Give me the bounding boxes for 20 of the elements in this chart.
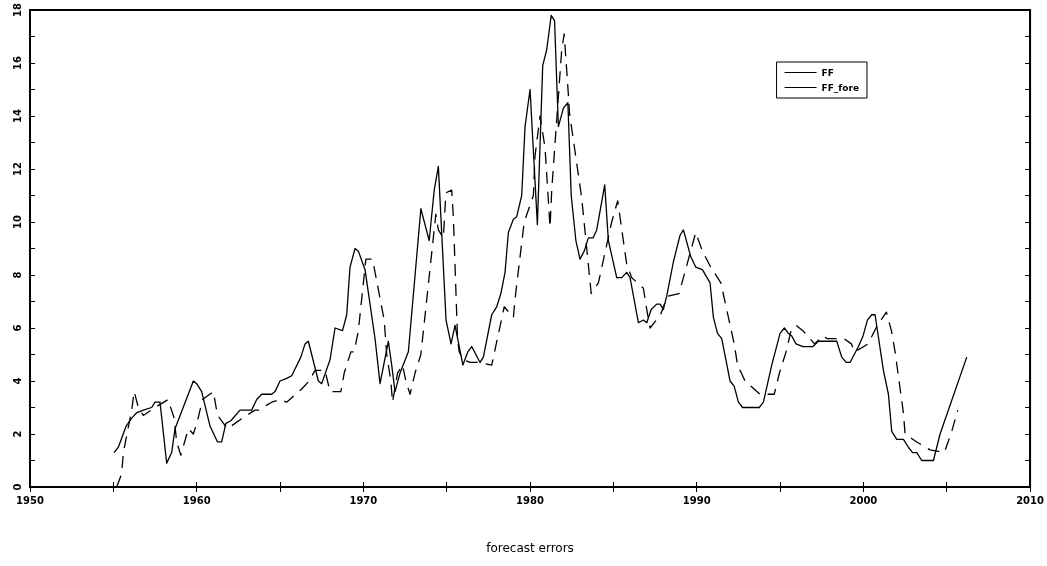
x-tick-label: 1970 xyxy=(349,494,378,506)
x-tick-label: 2000 xyxy=(849,494,878,506)
legend-label: FF_fore xyxy=(821,82,859,93)
x-axis-title: forecast errors xyxy=(486,541,574,555)
y-tick-label: 8 xyxy=(11,271,23,279)
x-tick-label: 1990 xyxy=(682,494,711,506)
x-tick-label: 1960 xyxy=(182,494,211,506)
y-tick-label: 0 xyxy=(11,483,23,491)
y-tick-label: 16 xyxy=(11,56,23,70)
y-tick-label: 12 xyxy=(11,162,23,176)
y-tick-label: 18 xyxy=(11,3,23,17)
y-tick-label: 10 xyxy=(11,215,23,229)
y-tick-label: 14 xyxy=(11,109,23,123)
x-tick-label: 2010 xyxy=(1016,494,1045,506)
x-tick-label: 1980 xyxy=(516,494,544,506)
x-tick-label: 1950 xyxy=(16,494,44,506)
y-tick-label: 4 xyxy=(11,377,23,385)
y-tick-label: 6 xyxy=(11,324,23,332)
y-tick-label: 2 xyxy=(11,430,23,438)
legend-label: FF xyxy=(821,67,834,78)
